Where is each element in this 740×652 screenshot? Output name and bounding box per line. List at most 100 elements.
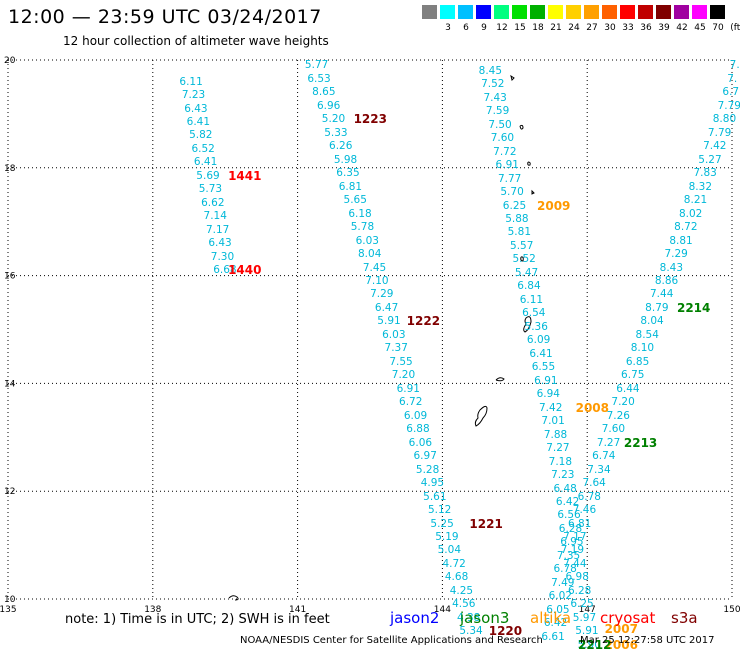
swh-value: 6.11 [519,293,544,306]
swh-value: 6.05 [546,603,570,616]
swh-value: 7.88 [543,428,568,441]
pass-number: 2214 [676,300,711,315]
swh-value: 7.26 [606,409,630,422]
swh-value: 5.98 [333,153,358,166]
scale-swatch [710,5,725,19]
swh-value: 7.64 [582,477,606,490]
swh-value: 8.81 [669,234,693,247]
lat-lon-grid [7,59,733,600]
swh-value: 7.44 [650,288,674,301]
swh-value: 4.56 [452,598,476,611]
lon-tick-label: 141 [289,605,306,615]
swh-value: 6.43 [184,102,208,115]
scale-label: 30 [604,23,616,33]
swh-value: 8.32 [688,180,713,193]
pass-number: 1222 [406,314,441,329]
swh-value: 8.45 [478,64,503,77]
island-farallon [510,74,515,81]
pass-number: 1221 [469,516,503,531]
swh-value: 6.94 [536,388,560,401]
swh-value: 7.44 [563,557,587,570]
swh-value: 6.72 [399,396,423,409]
legend-jason2: jason2 [390,609,440,627]
swh-value: 4.95 [420,477,445,490]
swh-value: 6.74 [592,450,616,463]
swh-value: 7.29 [664,248,688,261]
swh-value: 5.61 [423,490,447,503]
pass-number: 2212 [578,637,612,652]
legend-note: note: 1) Time is in UTC; 2) SWH is in fe… [65,612,330,627]
swh-value: 5.04 [437,544,462,557]
scale-swatch [638,5,653,19]
pass-number: 1220 [488,624,523,639]
footer-credit: NOAA/NESDIS Center for Satellite Applica… [240,635,543,646]
pass-number: 1440 [228,263,262,278]
swh-value: 7.77 [497,172,522,185]
island-asuncion [527,161,531,166]
swh-value: 5.82 [189,129,213,142]
swh-value: 4.72 [442,557,466,570]
pass-number: 1441 [228,168,262,183]
scale-swatch [458,5,473,19]
swh-value: 6.75 [621,369,645,382]
swh-value: 6.48 [553,482,577,495]
swh-value: 7.29 [370,288,394,301]
scale-swatch [674,5,689,19]
swh-value: 6.44 [616,382,640,395]
swh-value: 6.06 [408,436,433,449]
swh-value: 5.52 [512,253,536,266]
scale-label: 27 [586,23,598,33]
swh-value: 6.81 [567,517,592,530]
lon-tick-label: 147 [579,605,596,615]
swh-value: 7. [727,72,738,85]
scale-swatch [548,5,563,19]
swh-value: 6.96 [316,99,341,112]
swh-value: 5.81 [507,226,532,239]
legend-altika: altika [530,609,572,627]
swh-value: 6.03 [355,234,379,247]
legend-jason3: jason3 [460,609,510,627]
swh-value: 7.23 [551,469,575,482]
swh-value: 6.98 [565,571,589,584]
swh-value: 6.53 [307,72,331,85]
swh-value: 5.65 [343,194,367,207]
scale-label: 42 [676,23,688,33]
swh-value: 6.43 [208,237,232,250]
island-rota [495,377,505,382]
swh-value: 6.54 [522,307,546,320]
swh-value: 6.7 [722,86,740,99]
scale-swatch [656,5,671,19]
swh-value: 5.47 [514,266,539,279]
swh-value: 7.17 [205,223,230,236]
swh-value: 7.01 [541,415,565,428]
swh-value: 5.69 [196,169,220,182]
swh-value: 6.26 [329,140,353,153]
swh-value: 8.43 [659,261,684,274]
scale-swatch [422,5,437,19]
scale-swatch [620,5,635,19]
swh-value: 7.27 [596,436,621,449]
lon-tick-label: 150 [723,605,740,615]
footer-timestamp: Mar 25 12:27:58 UTC 2017 [580,635,715,646]
swh-value: 5.73 [198,183,223,196]
swh-value: 5.91 [377,315,401,328]
axis-labels: 135 138 141 144 147 150 20 18 16 14 12 10 [0,56,740,615]
scale-label: 45 [694,23,706,33]
swh-value: 6.28 [567,584,592,597]
swh-value: 7.10 [365,274,389,287]
scale-label: 15 [514,23,526,33]
swh-value: 4.25 [449,584,474,597]
swh-value: 6.11 [179,75,203,88]
swh-value: 6.25 [570,598,594,611]
island-saipan [523,316,532,333]
swh-value: 6.78 [553,563,577,576]
swh-value: 6.28 [558,522,583,535]
lon-tick-label: 144 [434,605,451,615]
swh-value: 7.27 [546,442,570,455]
map-subtitle: 12 hour collection of altimeter wave hei… [63,34,329,48]
scale-label: 12 [496,23,508,33]
swh-value: 7.72 [493,145,517,158]
scale-swatch [440,5,455,19]
scale-label: 9 [481,23,487,33]
